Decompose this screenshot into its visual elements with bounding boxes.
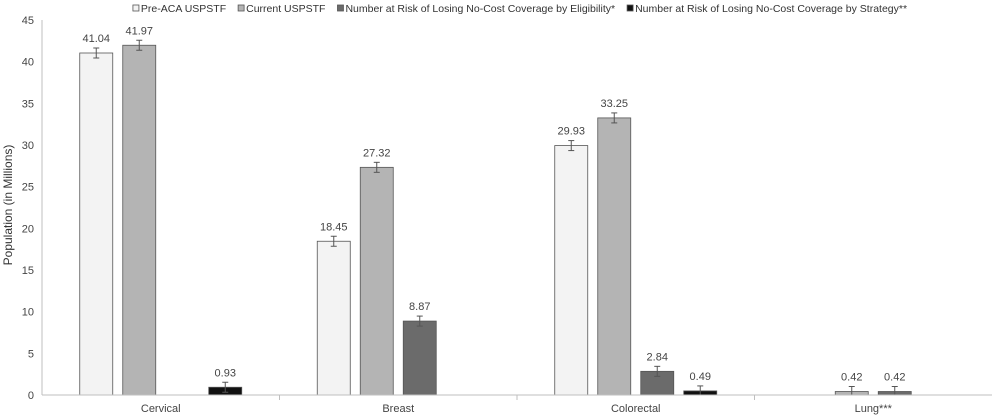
- data-label: 0.42: [884, 372, 905, 384]
- data-label: 2.84: [647, 351, 668, 363]
- error-bar: [93, 47, 100, 59]
- y-tick-label: 30: [22, 140, 34, 152]
- y-tick-label: 10: [22, 307, 34, 319]
- error-bar: [416, 315, 423, 327]
- y-tick-label: 45: [22, 15, 34, 27]
- bar: [122, 44, 157, 396]
- legend-label: Number at Risk of Losing No-Cost Coverag…: [345, 3, 615, 15]
- legend-swatch: [132, 4, 140, 12]
- error-bar: [568, 140, 575, 152]
- bar: [316, 240, 351, 396]
- error-bar: [222, 381, 229, 393]
- data-label: 41.97: [125, 25, 153, 37]
- y-tick-label: 15: [22, 265, 34, 277]
- y-tick-label: 25: [22, 182, 34, 194]
- data-label: 0.93: [215, 367, 236, 379]
- x-tick-label: Lung***: [855, 403, 893, 415]
- bar: [554, 145, 589, 396]
- error-bar: [654, 365, 661, 377]
- legend-swatch: [237, 4, 245, 12]
- y-axis: 0 5 10 15 20 25 30 35 40 45: [22, 15, 43, 402]
- legend-swatch: [337, 4, 344, 12]
- x-tick-label: Colorectal: [611, 403, 661, 415]
- data-label: 33.25: [600, 98, 628, 110]
- legend-item: Current USPSTF: [237, 3, 325, 15]
- y-axis-label: Population (in Millions): [1, 145, 15, 266]
- data-label: 41.04: [82, 33, 110, 45]
- chart-legend: Pre-ACA USPSTF Current USPSTF Number at Ri…: [132, 3, 907, 15]
- y-tick-label: 20: [22, 223, 34, 235]
- y-tick-label: 35: [22, 98, 34, 110]
- error-bar: [136, 39, 143, 51]
- error-bar: [373, 161, 380, 173]
- y-tick-label: 40: [22, 57, 34, 69]
- x-tick-label: Breast: [382, 403, 414, 415]
- legend-item: Number at Risk of Losing No-Cost Coverag…: [337, 3, 615, 15]
- legend-item: Number at Risk of Losing No-Cost Coverag…: [626, 3, 907, 15]
- data-label: 29.93: [557, 126, 585, 138]
- legend-item: Pre-ACA USPSTF: [132, 3, 226, 15]
- error-bar: [330, 235, 337, 247]
- bar: [79, 52, 114, 396]
- data-label: 0.49: [690, 371, 711, 383]
- x-tick-label: Cervical: [141, 403, 181, 415]
- legend-label: Number at Risk of Losing No-Cost Coverag…: [635, 3, 907, 15]
- bar: [402, 320, 437, 396]
- legend-label: Pre-ACA USPSTF: [141, 3, 226, 15]
- y-tick-label: 0: [28, 390, 34, 402]
- plot-area: 41.04 18.45 29.93 41.97 27.32 33.25 0.42 8.87 2.…: [79, 25, 912, 396]
- data-label: 27.32: [363, 147, 391, 159]
- bar: [359, 166, 394, 396]
- error-bar: [611, 112, 618, 124]
- legend-label: Current USPSTF: [246, 3, 325, 15]
- data-label: 18.45: [320, 221, 348, 233]
- x-axis: Cervical Breast Colorectal Lung***: [42, 394, 992, 415]
- y-tick-label: 5: [28, 348, 34, 360]
- bar: [597, 117, 632, 396]
- data-label: 0.42: [841, 372, 862, 384]
- data-label: 8.87: [409, 301, 430, 313]
- legend-swatch: [626, 4, 634, 12]
